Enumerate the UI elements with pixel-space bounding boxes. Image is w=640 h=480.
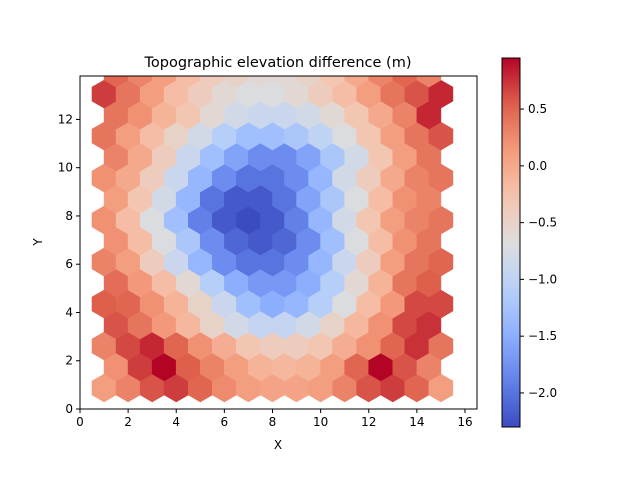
colorbar-tick-label: −1.0 [528, 272, 557, 286]
x-tick-label: 4 [172, 415, 180, 429]
y-tick-label: 2 [65, 354, 73, 368]
colorbar-tick-label: −1.5 [528, 329, 557, 343]
plot-frame [79, 75, 478, 410]
x-axis: 0 2 4 6 8 10 12 14 16 [76, 409, 473, 429]
y-tick-label: 0 [65, 402, 73, 416]
y-axis-label: Y [31, 238, 45, 247]
x-tick-label: 14 [409, 415, 424, 429]
y-axis: 0 2 4 6 8 10 12 [58, 112, 80, 416]
colorbar-ticks: 0.5 0.0 −0.5 −1.0 −1.5 −2.0 [520, 102, 557, 400]
y-tick-label: 4 [65, 305, 73, 319]
hex-cell [416, 76, 442, 88]
chart-title: Topographic elevation difference (m) [144, 55, 412, 71]
y-tick-label: 6 [65, 257, 73, 271]
y-tick-label: 8 [65, 209, 73, 223]
colorbar-tick-label: −2.0 [528, 386, 557, 400]
x-tick-label: 0 [76, 415, 84, 429]
x-tick-label: 2 [124, 415, 132, 429]
colorbar [501, 57, 521, 428]
hexbin-cells [91, 76, 454, 403]
y-tick-label: 12 [58, 112, 73, 126]
x-tick-label: 16 [457, 415, 472, 429]
x-tick-label: 6 [221, 415, 229, 429]
colorbar-tick-label: −0.5 [528, 216, 557, 230]
y-tick-label: 10 [58, 161, 73, 175]
x-tick-label: 8 [269, 415, 277, 429]
x-tick-label: 10 [313, 415, 328, 429]
colorbar-tick-label: 0.5 [528, 102, 547, 116]
colorbar-tick-label: 0.0 [528, 159, 547, 173]
x-axis-label: X [274, 438, 282, 452]
x-tick-label: 12 [361, 415, 376, 429]
